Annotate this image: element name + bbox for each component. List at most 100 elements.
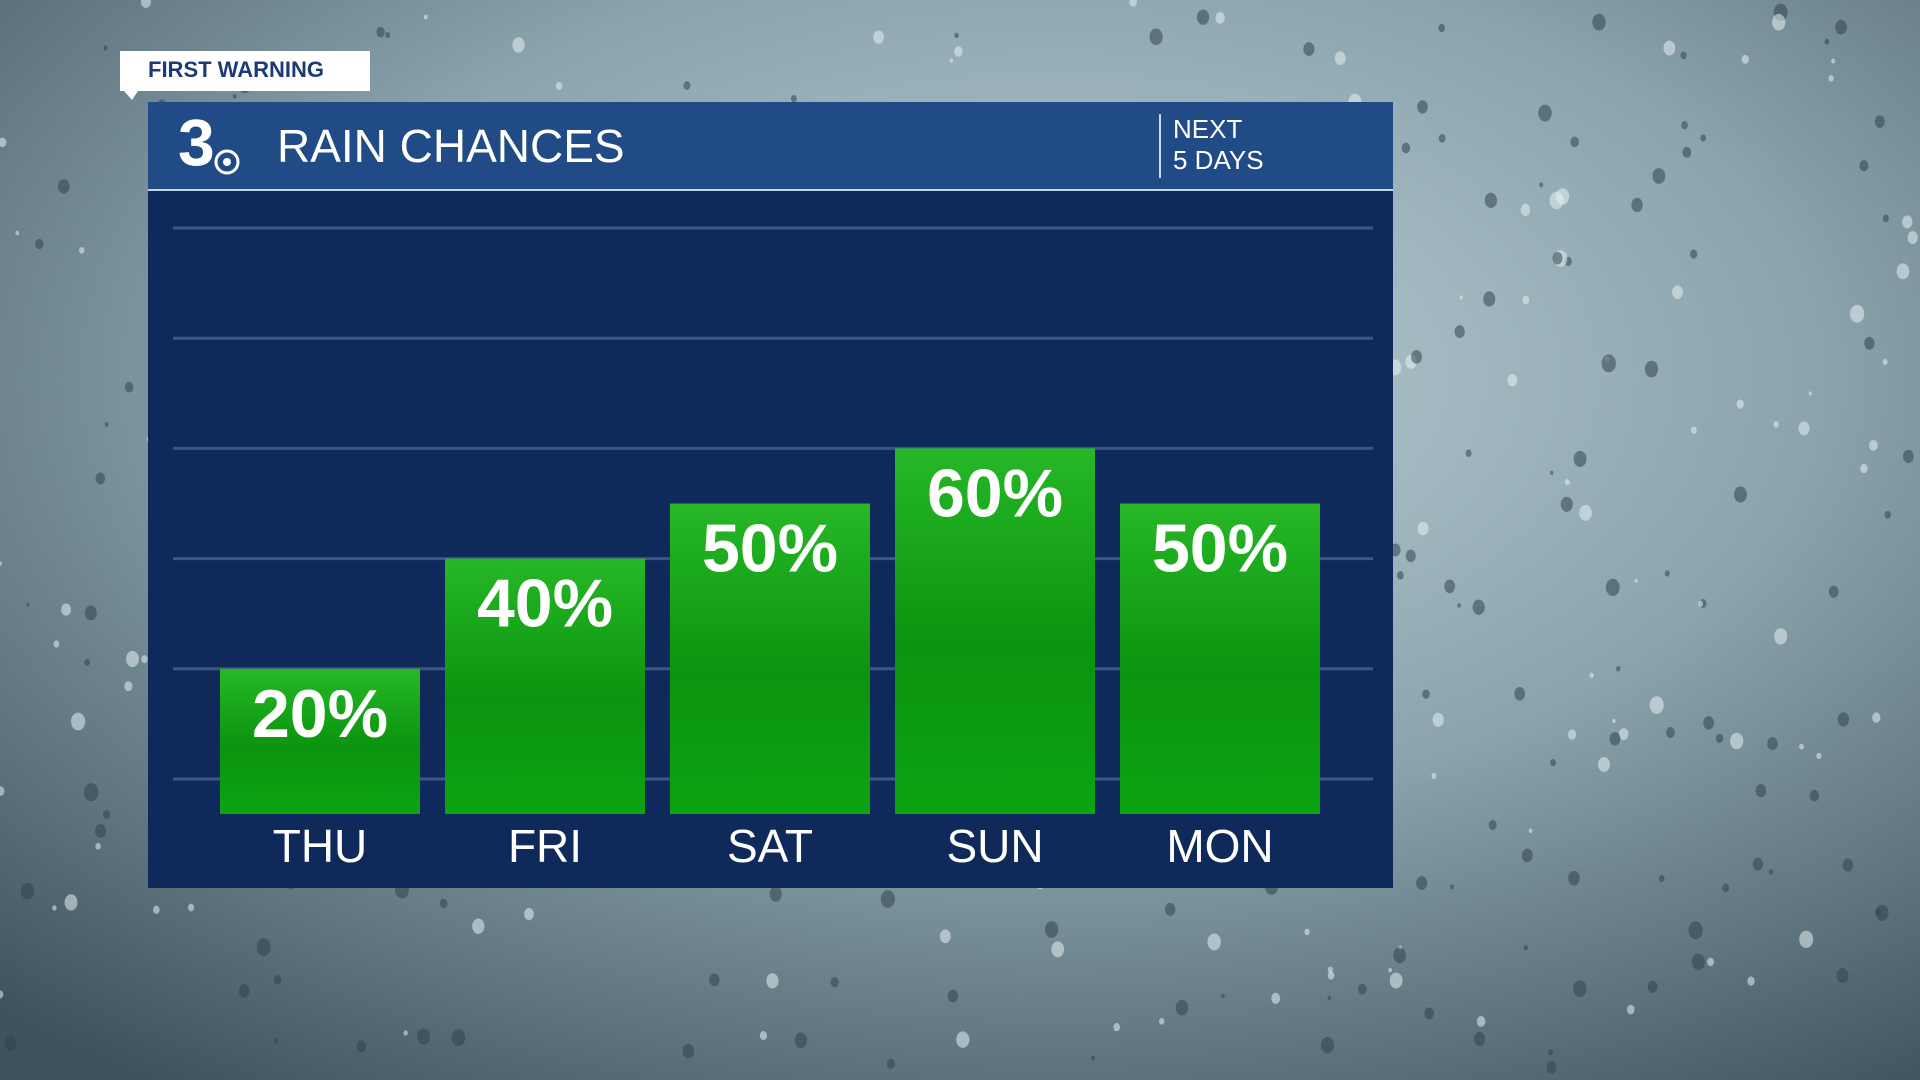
rain-drop xyxy=(1799,930,1814,949)
rain-drop xyxy=(1631,197,1643,213)
rain-drop xyxy=(1528,828,1533,834)
rain-drop xyxy=(956,1031,970,1048)
rain-drop xyxy=(769,886,782,902)
rain-drop xyxy=(94,824,107,838)
rain-drop xyxy=(1896,263,1910,280)
badge-text: FIRST WARNING xyxy=(148,57,324,82)
rain-drop xyxy=(1828,75,1834,82)
rain-drop xyxy=(555,81,563,91)
rain-drop xyxy=(759,1030,768,1041)
rain-drop xyxy=(124,381,134,393)
rain-drop xyxy=(1472,599,1485,615)
rain-drop xyxy=(1196,9,1210,25)
rain-drop xyxy=(104,421,109,427)
rain-drop xyxy=(1438,24,1445,33)
rain-drop xyxy=(1837,712,1850,727)
rain-drop xyxy=(886,1058,896,1069)
rain-drop xyxy=(1609,732,1621,746)
rain-drop xyxy=(256,938,271,956)
rain-drop xyxy=(1568,729,1577,740)
rain-drop xyxy=(1568,870,1580,886)
rain-drop xyxy=(1616,665,1621,672)
rain-drop xyxy=(52,905,57,911)
rain-drop xyxy=(1431,772,1437,780)
rain-drop xyxy=(524,907,534,921)
rain-drop xyxy=(53,640,60,648)
header xyxy=(148,102,1393,190)
chart-title: RAIN CHANCES xyxy=(277,120,625,172)
rain-drop xyxy=(1514,687,1526,701)
rain-drop xyxy=(1592,13,1606,31)
rain-drop xyxy=(232,93,237,99)
rain-drop xyxy=(95,842,101,850)
rain-drop xyxy=(1597,756,1611,773)
rain-drop xyxy=(790,95,797,103)
rain-drop xyxy=(1752,857,1764,871)
rain-drop xyxy=(1389,972,1403,989)
rain-drop xyxy=(1730,732,1744,750)
rain-drop xyxy=(1271,992,1281,1004)
rain-drop xyxy=(1601,354,1616,373)
rain-drop xyxy=(1747,976,1755,986)
rain-drop xyxy=(1303,42,1315,57)
subtitle-line: 5 DAYS xyxy=(1173,145,1264,175)
rain-drop xyxy=(141,655,148,664)
rain-drop xyxy=(1589,672,1594,678)
rain-drop xyxy=(439,898,448,909)
rain-drop xyxy=(1113,1022,1120,1032)
rain-drop xyxy=(1808,391,1812,396)
rain-drop xyxy=(1051,941,1065,958)
rain-drop xyxy=(20,882,35,900)
rain-drop xyxy=(1618,728,1629,741)
rain-drop xyxy=(939,929,951,944)
rain-drop xyxy=(1799,743,1804,750)
rain-drop xyxy=(15,230,20,236)
rain-drop xyxy=(1835,19,1847,35)
logo-eye xyxy=(214,149,240,175)
rain-drop xyxy=(1507,373,1518,387)
rain-drop xyxy=(1334,51,1346,65)
rain-drop xyxy=(1320,1037,1335,1054)
rain-drop xyxy=(1573,450,1587,467)
rain-drop xyxy=(1703,716,1715,730)
rain-drop xyxy=(57,179,70,194)
rain-drop xyxy=(1902,215,1913,229)
rain-drop xyxy=(61,603,72,616)
subtitle-line: NEXT xyxy=(1173,114,1242,144)
x-tick-label: SAT xyxy=(727,820,813,872)
rain-drop xyxy=(954,46,963,57)
rain-drop xyxy=(1393,947,1406,964)
rain-drop xyxy=(1539,182,1544,188)
rain-drop xyxy=(947,989,959,1003)
rain-drop xyxy=(1875,904,1889,921)
rain-drop xyxy=(1411,350,1422,364)
rain-drop xyxy=(1438,133,1446,143)
rain-drop xyxy=(1875,908,1881,916)
rain-drop xyxy=(1688,921,1703,940)
rain-drop xyxy=(1809,789,1820,802)
rain-drop xyxy=(1546,1061,1557,1074)
rain-drop xyxy=(1734,486,1747,503)
rain-drop xyxy=(1700,134,1707,142)
rain-drop xyxy=(1175,999,1189,1016)
rain-drop xyxy=(1215,12,1225,24)
logo: 3 xyxy=(178,105,215,179)
rain-drop xyxy=(1860,463,1868,474)
rain-drop xyxy=(1520,203,1531,217)
rain-drop xyxy=(1658,875,1665,882)
rain-drop xyxy=(1682,146,1692,158)
rain-drop xyxy=(880,890,895,908)
rain-drop xyxy=(95,472,106,485)
rain-drop xyxy=(1521,848,1533,863)
rain-drop xyxy=(273,1038,279,1044)
rain-drop xyxy=(1483,291,1496,307)
rain-drop xyxy=(1091,1055,1096,1061)
rain-drop xyxy=(1698,600,1704,607)
bar xyxy=(1120,503,1320,814)
rain-drop xyxy=(1664,570,1670,577)
x-tick-label: FRI xyxy=(508,820,582,872)
bar xyxy=(670,503,870,814)
rain-drop xyxy=(0,137,7,148)
rain-drop xyxy=(4,1035,17,1051)
